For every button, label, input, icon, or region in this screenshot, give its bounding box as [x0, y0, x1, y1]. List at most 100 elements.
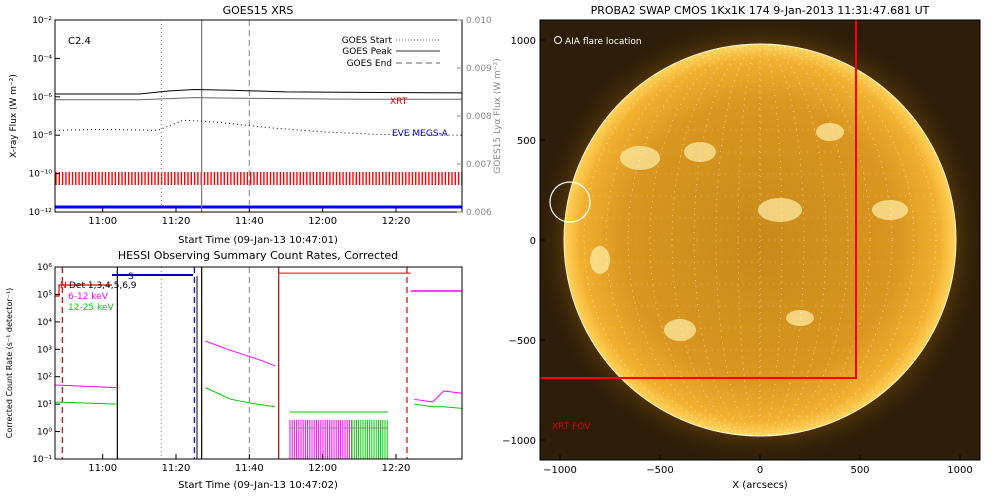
y-tick-label: 10⁶ [37, 263, 52, 273]
legend-goes-start: GOES Start [342, 36, 393, 46]
y-tick-label: 10³ [37, 345, 52, 355]
y-tick-label: 10⁴ [37, 318, 52, 328]
goes-y-axis: 10⁻¹² 10⁻¹⁰ 10⁻⁸ 10⁻⁶ 10⁻⁴ 10⁻² [29, 16, 60, 218]
grid-longitude [671, 43, 849, 437]
y-tick-label: 10² [37, 373, 52, 383]
image-y-tick-label: 0 [530, 236, 536, 247]
y-tick-label: 10⁻¹⁰ [29, 170, 53, 180]
y-tick-label: 10⁰ [37, 428, 52, 438]
hessi-markers [61, 267, 408, 459]
swap-title: PROBA2 SWAP CMOS 1Kx1K 174 9-Jan-2013 11… [591, 4, 930, 17]
series-line [55, 384, 118, 389]
x-tick-label: 11:00 [88, 216, 117, 227]
image-x-tick-label: −1000 [543, 465, 577, 476]
goes-ylabel-right: GOES15 Lyα Flux (W m⁻²) [493, 58, 503, 174]
x-tick-label: 12:00 [308, 216, 337, 227]
hessi-series [55, 272, 462, 459]
aia-flare-label: AIA flare location [565, 37, 642, 47]
hessi-plot-frame [54, 266, 463, 460]
series-line [55, 88, 462, 95]
grid-longitude [693, 43, 827, 437]
legend-n: N [60, 281, 67, 291]
goes-y-axis-right: 0.006 0.007 0.008 0.009 0.010 [457, 16, 492, 218]
image-y-tick-label: −1000 [502, 436, 536, 447]
image-x-tick-label: −500 [646, 465, 673, 476]
x-tick-label: 11:40 [235, 216, 264, 227]
grid-longitude [737, 43, 783, 437]
grid-longitude [583, 43, 937, 437]
image-x-axis: −1000 −500 0 500 1000 [543, 455, 973, 476]
y-tick-label: 10⁻¹ [32, 455, 52, 465]
x-tick-label: 11:00 [88, 463, 117, 474]
y-tick-label: 10¹ [37, 400, 52, 410]
legend-goes-end: GOES End [347, 59, 392, 69]
y-tick-label-right: 0.007 [466, 160, 492, 170]
legend-goes-peak: GOES Peak [342, 47, 392, 57]
y-tick-label: 10⁻⁸ [32, 131, 52, 141]
legend-circle-icon [554, 36, 562, 44]
goes-legend: GOES Start GOES Peak GOES End [342, 36, 440, 69]
swap-panel: PROBA2 SWAP CMOS 1Kx1K 174 9-Jan-2013 11… [502, 4, 981, 491]
goes-xlabel: Start Time (09-Jan-13 10:47:01) [178, 235, 338, 246]
goes-x-axis: 11:00 11:20 11:40 12:00 12:20 [88, 207, 410, 227]
series-line [414, 403, 462, 409]
x-tick-label: 12:20 [382, 216, 411, 227]
coordinate-grid [564, 43, 956, 437]
xrt-label: XRT [390, 97, 408, 107]
goes-title: GOES15 XRS [223, 4, 294, 17]
y-tick-label-right: 0.010 [466, 16, 492, 26]
hessi-start-segment [55, 284, 112, 297]
image-x-tick-label: 0 [757, 465, 763, 476]
coverage-bars [55, 172, 462, 209]
grid-longitude [627, 43, 893, 437]
goes-series [55, 88, 462, 136]
y-tick-label: 10⁻² [32, 16, 52, 26]
y-tick-label: 10⁻¹² [29, 208, 53, 218]
legend-12-25kev: 12-25 keV [68, 303, 114, 313]
legend-detectors: Det 1,3,4,5,6,9 [69, 281, 137, 291]
flare-class-label: C2.4 [68, 36, 91, 47]
eve-label: EVE MEGS-A [392, 129, 449, 139]
xrt-fov-label: XRT FOV [552, 422, 591, 432]
series-line [205, 340, 276, 367]
grid-longitude [649, 43, 871, 437]
solar-disk [564, 44, 956, 436]
y-tick-label-right: 0.009 [466, 64, 492, 74]
image-y-axis: 1000 500 0 −500 −1000 [502, 36, 545, 447]
image-y-tick-label: −500 [509, 336, 536, 347]
goes-markers [160, 20, 250, 212]
hessi-ylabel: Corrected Count Rate (s⁻¹ detector⁻¹) [5, 288, 14, 439]
series-line [55, 401, 118, 405]
y-tick-label-right: 0.008 [466, 112, 492, 122]
image-x-tick-label: 500 [850, 465, 869, 476]
series-line [414, 390, 462, 403]
x-tick-label: 11:20 [162, 463, 191, 474]
image-xlabel: X (arcsecs) [732, 480, 788, 491]
hessi-y-axis: 10⁻¹ 10⁰ 10¹ 10² 10³ 10⁴ 10⁵ 10⁶ [32, 263, 60, 465]
hessi-xlabel: Start Time (09-Jan-13 10:47:02) [178, 480, 338, 491]
saa-label: S [128, 272, 134, 282]
y-tick-label: 10⁻⁴ [32, 54, 52, 64]
hessi-legend: N Det 1,3,4,5,6,9 6-12 keV 12-25 keV [60, 281, 137, 313]
grid-longitude [605, 43, 915, 437]
x-tick-label: 12:20 [382, 463, 411, 474]
image-y-tick-label: 500 [517, 136, 536, 147]
image-y-tick-label: 1000 [511, 36, 536, 47]
goes-ylabel: X-ray Flux (W m⁻²) [9, 74, 19, 158]
legend-6-12kev: 6-12 keV [68, 292, 109, 302]
series-line [205, 387, 276, 408]
image-x-tick-label: 1000 [947, 465, 972, 476]
aia-flare-location-circle [549, 181, 591, 223]
series-line [55, 97, 462, 101]
y-tick-label: 10⁻⁶ [32, 93, 52, 103]
goes-panel: GOES15 XRS 10⁻¹² 10⁻¹⁰ 10⁻⁸ 10⁻⁶ 10⁻⁴ 10⁻² 0.… [9, 4, 503, 246]
xrt-fov-box [540, 20, 857, 379]
hessi-panel: HESSI Observing Summary Count Rates, Cor… [5, 249, 463, 491]
grid-longitude [715, 43, 805, 437]
y-tick-label: 10⁵ [37, 290, 52, 300]
x-tick-label: 12:00 [308, 463, 337, 474]
x-tick-label: 11:20 [162, 216, 191, 227]
y-tick-label-right: 0.006 [466, 208, 492, 218]
hessi-x-axis: 11:00 11:20 11:40 12:00 12:20 [88, 454, 410, 474]
